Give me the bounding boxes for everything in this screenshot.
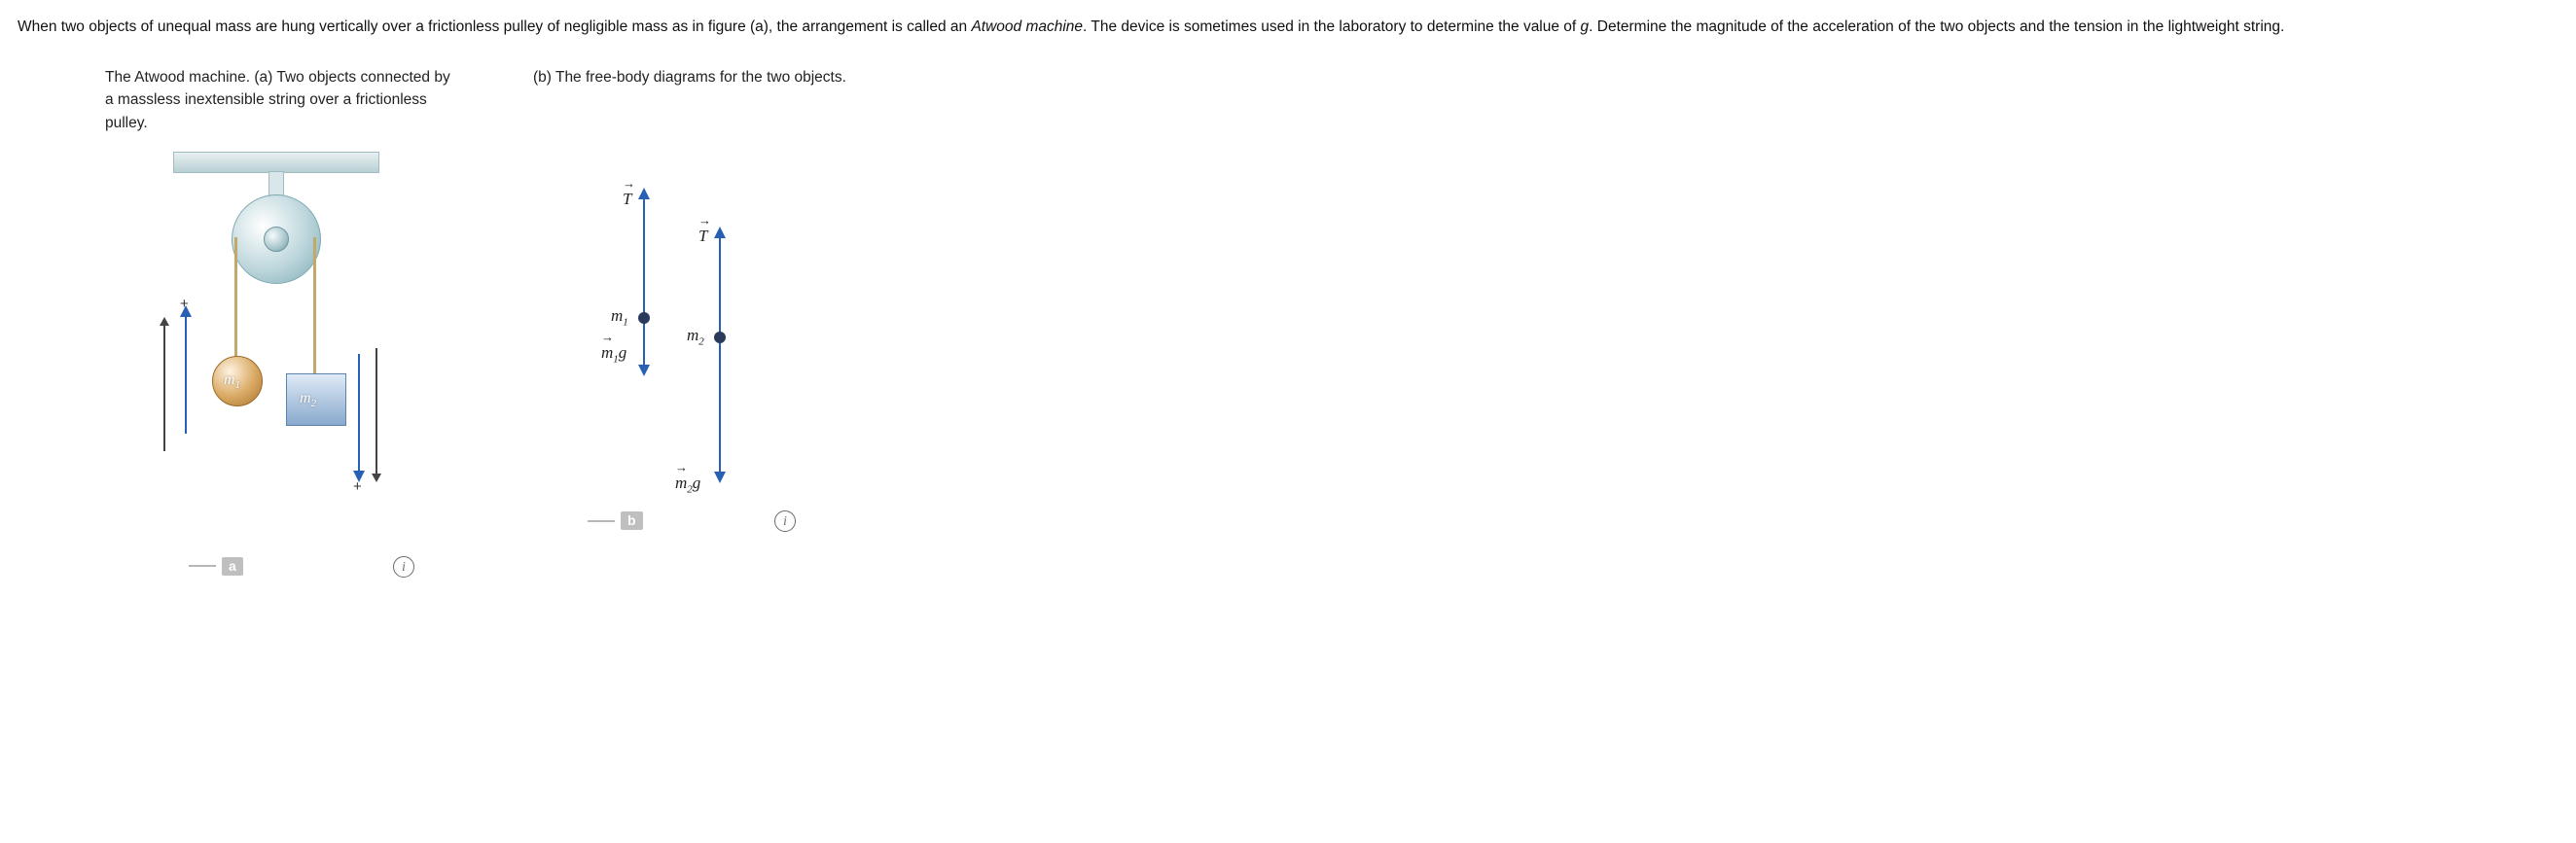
- figure-a-badge: a: [189, 557, 243, 576]
- fbd2-weight-arrow: [719, 339, 721, 474]
- T-symbol: T: [623, 190, 631, 208]
- m2-symbol: m: [300, 390, 311, 406]
- fbd1-tension-arrow: [643, 197, 645, 318]
- mass-2-label: m2: [300, 390, 316, 409]
- fbd1-weight-label: m1g: [601, 343, 626, 365]
- fbd2-m-sub: 2: [698, 336, 704, 348]
- m1-subscript: 1: [235, 379, 241, 391]
- fbd1-weight-arrow: [643, 320, 645, 367]
- fbd2-m-symbol: m: [687, 326, 698, 344]
- fbd2-tension-label: T: [698, 227, 707, 246]
- fbd1-m-sub: 1: [623, 317, 628, 329]
- fbd1-mass-label: m1: [611, 306, 628, 328]
- figure-b-diagram: T m1 m1g T m2 m2g: [533, 106, 883, 534]
- caption-a: The Atwood machine. (a) Two objects conn…: [105, 66, 455, 134]
- sign-arrow-right: [376, 348, 377, 474]
- caption-b: (b) The free-body diagrams for the two o…: [533, 66, 883, 88]
- fbd2-w-m: m: [675, 474, 687, 492]
- sign-arrow-left: [163, 325, 165, 451]
- prompt-pre: When two objects of unequal mass are hun…: [18, 18, 971, 35]
- pulley-hub: [264, 227, 289, 252]
- mass-1-label: m1: [224, 371, 240, 391]
- figures-row: The Atwood machine. (a) Two objects conn…: [105, 66, 2558, 580]
- T-symbol-2: T: [698, 227, 707, 245]
- fbd2-mass-dot: [714, 332, 726, 343]
- motion-arrow-m1-up: [185, 315, 187, 434]
- plus-left: +: [180, 296, 189, 312]
- figure-a-column: The Atwood machine. (a) Two objects conn…: [105, 66, 455, 580]
- fbd2-weight-label: m2g: [675, 474, 700, 495]
- ceiling-bar: [173, 152, 379, 173]
- figure-a-letter: a: [222, 557, 243, 576]
- string-right: [313, 237, 316, 383]
- fbd2-w-g: g: [693, 474, 701, 492]
- prompt-g: g: [1581, 18, 1590, 35]
- badge-line-icon: [189, 565, 216, 567]
- info-icon[interactable]: i: [774, 510, 796, 532]
- fbd1-w-g: g: [619, 343, 627, 362]
- fbd2-mass-label: m2: [687, 326, 704, 347]
- plus-right: +: [353, 478, 362, 495]
- string-left: [234, 237, 237, 369]
- prompt-post: . Determine the magnitude of the acceler…: [1589, 18, 2284, 35]
- figure-b-column: (b) The free-body diagrams for the two o…: [533, 66, 883, 580]
- fbd1-w-m: m: [601, 343, 613, 362]
- badge-line-icon: [588, 520, 615, 522]
- m1-symbol: m: [224, 371, 235, 388]
- info-icon[interactable]: i: [393, 556, 414, 578]
- fbd1-mass-dot: [638, 312, 650, 324]
- fbd1-m-symbol: m: [611, 306, 623, 325]
- figure-b-badge: b: [588, 511, 643, 530]
- figure-a-diagram: m1 m2 + + a i: [105, 152, 455, 580]
- m2-subscript: 2: [311, 398, 317, 409]
- fbd2-tension-arrow: [719, 236, 721, 337]
- problem-statement: When two objects of unequal mass are hun…: [18, 16, 2547, 39]
- prompt-italic: Atwood machine: [971, 18, 1083, 35]
- figure-b-letter: b: [621, 511, 643, 530]
- motion-arrow-m2-down: [358, 354, 360, 473]
- fbd1-tension-label: T: [623, 190, 631, 209]
- prompt-mid: . The device is sometimes used in the la…: [1083, 18, 1581, 35]
